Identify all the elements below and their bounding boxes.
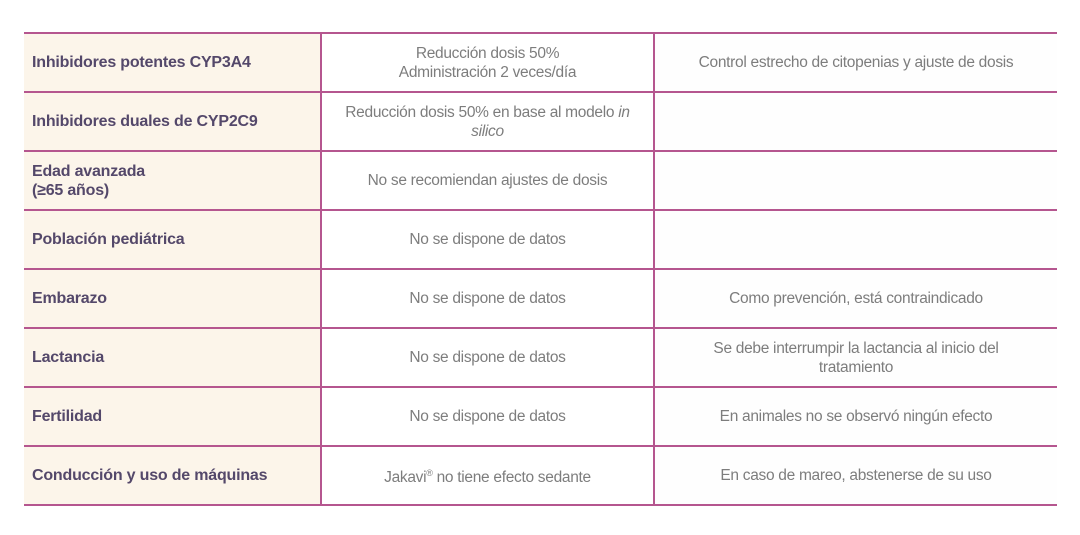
dose-cell: No se recomiendan ajustes de dosis — [322, 152, 655, 209]
row-label-text: Inhibidores duales de CYP2C9 — [32, 113, 258, 130]
row-label: Fertilidad — [24, 388, 322, 445]
dose-cell: Reducción dosis 50% en base al modelo in… — [322, 93, 655, 150]
note-cell: Control estrecho de citopenias y ajuste … — [655, 34, 1057, 91]
dose-cell: No se dispone de datos — [322, 270, 655, 327]
note-cell: Como prevención, está contraindicado — [655, 270, 1057, 327]
row-label-text: Conducción y uso de máquinas — [32, 467, 268, 484]
table-row: Fertilidad No se dispone de datos En ani… — [24, 388, 1057, 447]
dose-text-line2: Administración 2 veces/día — [398, 63, 577, 81]
dose-italic-text-line2: silico — [471, 122, 504, 140]
note-text: Se debe interrumpir la lactancia al inic… — [713, 339, 999, 357]
note-cell — [655, 211, 1057, 268]
table-row: Población pediátrica No se dispone de da… — [24, 211, 1057, 270]
dose-cell: No se dispone de datos — [322, 211, 655, 268]
note-cell: En animales no se observó ningún efecto — [655, 388, 1057, 445]
row-label-text: Embarazo — [32, 290, 107, 307]
dose-text-after: no tiene efecto sedante — [432, 469, 592, 487]
row-label-text-line2: (≥65 años) — [32, 181, 110, 199]
table-row: Inhibidores duales de CYP2C9 Reducción d… — [24, 93, 1057, 152]
note-cell — [655, 152, 1057, 209]
table-row: Embarazo No se dispone de datos Como pre… — [24, 270, 1057, 329]
row-label: Inhibidores potentes CYP3A4 — [24, 34, 322, 91]
row-label-text: Edad avanzada — [32, 162, 146, 180]
dosing-table: Inhibidores potentes CYP3A4 Reducción do… — [24, 32, 1057, 506]
dose-text: No se dispone de datos — [409, 408, 566, 425]
row-label: Población pediátrica — [24, 211, 322, 268]
dose-text: Reducción dosis 50% en base al modelo — [345, 103, 619, 121]
note-cell: Se debe interrumpir la lactancia al inic… — [655, 329, 1057, 386]
dose-cell: Jakavi® no tiene efecto sedante — [322, 447, 655, 504]
row-label: Edad avanzada (≥65 años) — [24, 152, 322, 209]
table-row: Lactancia No se dispone de datos Se debe… — [24, 329, 1057, 388]
registered-mark: ® — [426, 467, 433, 478]
dose-text: Reducción dosis 50% — [415, 44, 560, 62]
note-text: Como prevención, está contraindicado — [729, 290, 983, 307]
dose-cell: No se dispone de datos — [322, 388, 655, 445]
dose-text: No se recomiendan ajustes de dosis — [367, 172, 608, 189]
row-label-text: Fertilidad — [32, 408, 103, 425]
row-label: Embarazo — [24, 270, 322, 327]
dose-text: No se dispone de datos — [409, 349, 566, 366]
dose-cell: No se dispone de datos — [322, 329, 655, 386]
row-label: Conducción y uso de máquinas — [24, 447, 322, 504]
row-label: Lactancia — [24, 329, 322, 386]
note-text: En animales no se observó ningún efecto — [719, 408, 993, 425]
dose-text: Jakavi — [384, 469, 427, 487]
note-text-line2: tratamiento — [818, 358, 894, 376]
table-row: Conducción y uso de máquinas Jakavi® no … — [24, 447, 1057, 506]
table-row: Edad avanzada (≥65 años) No se recomiend… — [24, 152, 1057, 211]
note-cell — [655, 93, 1057, 150]
dose-italic-text: in — [618, 103, 630, 121]
note-text: En caso de mareo, abstenerse de su uso — [720, 467, 992, 484]
dose-text: No se dispone de datos — [409, 231, 566, 248]
row-label: Inhibidores duales de CYP2C9 — [24, 93, 322, 150]
row-label-text: Población pediátrica — [32, 231, 185, 248]
dose-text: No se dispone de datos — [409, 290, 566, 307]
row-label-text: Lactancia — [32, 349, 105, 366]
note-cell: En caso de mareo, abstenerse de su uso — [655, 447, 1057, 504]
note-text: Control estrecho de citopenias y ajuste … — [698, 54, 1014, 71]
row-label-text: Inhibidores potentes CYP3A4 — [32, 54, 251, 71]
table-row: Inhibidores potentes CYP3A4 Reducción do… — [24, 34, 1057, 93]
dose-cell: Reducción dosis 50% Administración 2 vec… — [322, 34, 655, 91]
